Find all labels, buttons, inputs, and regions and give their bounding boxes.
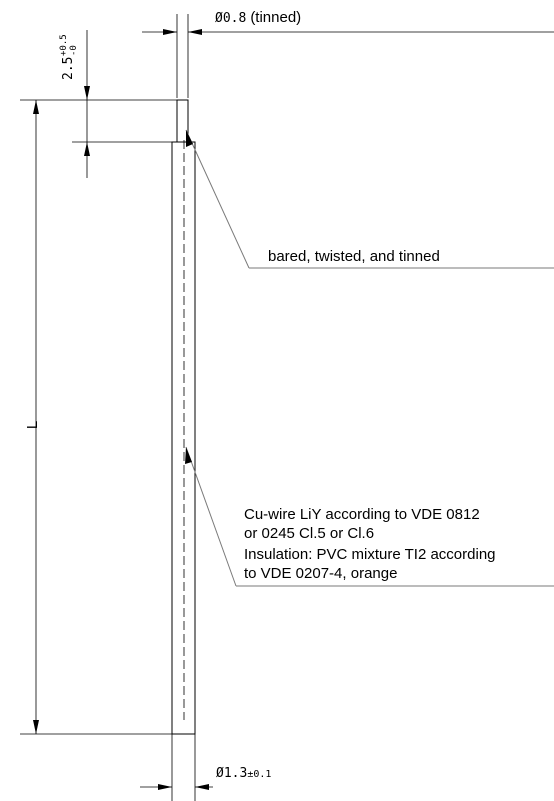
bared-length-lower-tol: -0 [69,45,79,56]
overall-diameter-symbol: Ø [216,766,224,781]
svg-text:Ø0.8(tinned): Ø0.8 (tinned) [215,9,301,26]
bared-length-dimension: 2.5 +0.5 -0 [20,30,177,178]
svg-text:-0: -0 [69,45,79,56]
bared-length-upper-tol: +0.5 [59,34,69,56]
wire-insulation [171,141,196,735]
insulation-line-1: Insulation: PVC mixture TI2 according [244,546,496,563]
tinned-diameter-symbol: Ø [215,11,223,26]
svg-text:+0.5: +0.5 [59,34,69,56]
wire-tinned-end [176,99,189,143]
conductor-line-2: or 0245 Cl.5 or Cl.6 [244,525,374,542]
tinned-diameter-value: 0.8 [223,11,246,26]
svg-text:2.5: 2.5 [61,57,76,80]
bared-length-value: 2.5 [61,57,76,80]
overall-diameter-value: 1.3 [224,766,247,781]
tinned-diameter-note: (tinned) [250,9,301,26]
length-label: L [24,421,41,429]
insulation-line-2: to VDE 0207-4, orange [244,565,397,582]
tinned-end-callout-text: bared, twisted, and tinned [268,248,440,265]
overall-diameter-dimension: Ø1.3±0.1 [140,734,271,801]
overall-length-dimension: L [20,100,172,735]
tinned-end-callout: bared, twisted, and tinned [185,129,554,269]
conductor-line-1: Cu-wire LiY according to VDE 0812 [244,506,480,523]
material-callout: Cu-wire LiY according to VDE 0812 or 024… [185,446,554,587]
tinned-diameter-dimension: Ø0.8 (tinned) [142,9,554,98]
overall-diameter-tol: ±0.1 [247,769,271,780]
svg-text:Ø1.3±0.1: Ø1.3±0.1 [216,766,271,781]
